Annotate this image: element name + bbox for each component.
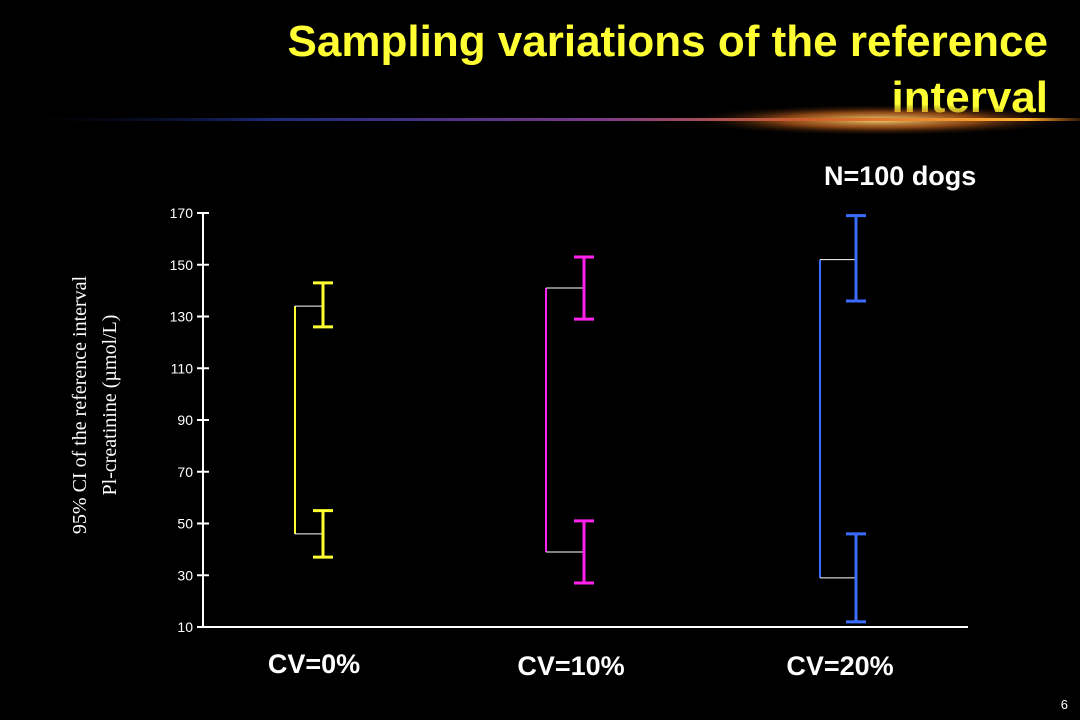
slide-title: Sampling variations of the reference int… bbox=[287, 17, 1048, 122]
y-tick-label: 110 bbox=[171, 360, 194, 376]
category-labels: CV=0% CV=10% CV=20% bbox=[268, 649, 894, 681]
interval-marks bbox=[294, 214, 866, 624]
category-label: CV=20% bbox=[786, 651, 893, 681]
y-axis: 10 30 50 70 90 110 130 150 170 bbox=[170, 205, 968, 635]
category-label: CV=0% bbox=[268, 649, 360, 679]
y-axis-label-line-1: 95% CI of the reference interval bbox=[69, 275, 91, 534]
y-tick-label: 30 bbox=[177, 567, 193, 583]
page-number: 6 bbox=[1060, 697, 1068, 712]
y-tick-label: 50 bbox=[177, 516, 193, 532]
y-tick-label: 130 bbox=[170, 309, 194, 325]
sample-size-label: N=100 dogs bbox=[824, 161, 977, 191]
y-tick-label: 150 bbox=[170, 257, 194, 273]
y-tick-label: 90 bbox=[177, 412, 193, 428]
y-tick-label: 10 bbox=[177, 619, 193, 635]
category-label: CV=10% bbox=[517, 651, 624, 681]
decorative-glow-line bbox=[0, 104, 1080, 136]
y-axis-label-line-2: Pl-creatinine (µmol/L) bbox=[99, 315, 121, 496]
y-tick-label: 70 bbox=[177, 464, 193, 480]
y-tick-label: 170 bbox=[170, 205, 194, 221]
